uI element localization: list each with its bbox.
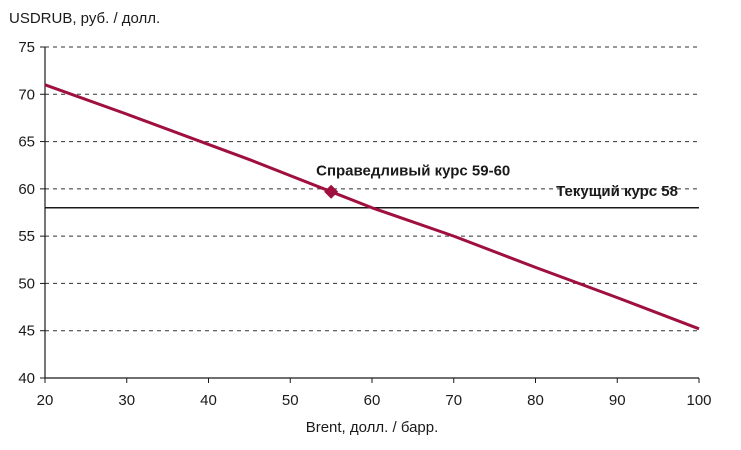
x-tick-label: 100 — [686, 392, 711, 409]
y-tick-label: 40 — [18, 370, 35, 387]
series-layer — [44, 83, 700, 331]
x-tick-label: 30 — [118, 392, 135, 409]
x-tick-label: 40 — [200, 392, 217, 409]
y-tick-label: 60 — [18, 181, 35, 198]
current-rate-label: Текущий курс 58 — [556, 183, 678, 200]
fair-rate-label: Справедливый курс 59-60 — [316, 163, 510, 180]
fair-rate-marker — [324, 184, 339, 199]
grid-layer — [45, 46, 699, 332]
x-tick-label: 50 — [282, 392, 299, 409]
y-tick-label: 50 — [18, 275, 35, 292]
y-tick-label: 65 — [18, 134, 35, 151]
axes-layer: 40 45 50 55 60 65 70 75 20 30 40 50 60 70 80 90 100 — [18, 39, 711, 409]
x-tick-label: 90 — [609, 392, 626, 409]
series-line — [44, 83, 700, 331]
x-tick-label: 70 — [445, 392, 462, 409]
x-tick-label: 20 — [37, 392, 54, 409]
annotation-layer: Справедливый курс 59-60 Текущий курс 58 — [316, 163, 678, 200]
y-axis-label: USDRUB, руб. / долл. — [9, 10, 160, 27]
y-tick-label: 75 — [18, 39, 35, 56]
x-axis-label: Brent, долл. / барр. — [306, 419, 439, 436]
y-tick-label: 45 — [18, 323, 35, 340]
x-tick-label: 80 — [527, 392, 544, 409]
y-tick-label: 55 — [18, 228, 35, 245]
x-tick-label: 60 — [364, 392, 381, 409]
y-tick-label: 70 — [18, 86, 35, 103]
